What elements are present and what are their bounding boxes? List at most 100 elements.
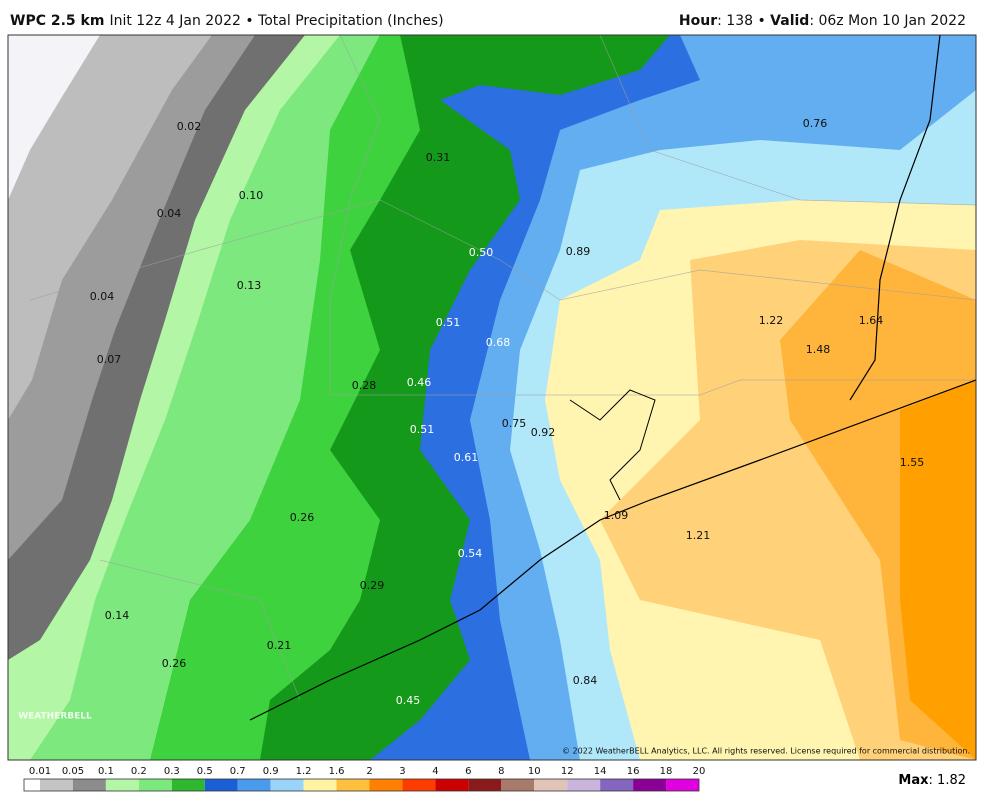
colorbar-tick-label: 0.3 (164, 766, 180, 777)
colorbar-swatch (270, 779, 304, 791)
map-value-label: 0.29 (360, 579, 385, 592)
colorbar-swatch (600, 779, 634, 791)
map-value-label: 0.45 (396, 694, 421, 707)
colorbar-swatch (138, 779, 172, 791)
colorbar-swatch (204, 779, 238, 791)
colorbar-tick-label: 0.7 (230, 766, 246, 777)
bay-outline (569, 389, 656, 501)
max-value: : 1.82 (929, 773, 966, 788)
map-value-label: 0.75 (502, 417, 527, 430)
colorbar-tick-label: 1.6 (329, 766, 345, 777)
colorbar-swatch (336, 779, 370, 791)
map-value-label: 1.09 (604, 509, 629, 522)
map: WEATHERBELL © 2022 WeatherBELL Analytics… (8, 35, 976, 760)
precip-none (8, 35, 100, 200)
colorbar-frame (23, 778, 700, 792)
colorbar-tick-label: 0.9 (263, 766, 279, 777)
colorbar-swatch (24, 779, 40, 791)
map-value-label: 0.89 (566, 245, 591, 258)
header-left: WPC 2.5 km Init 12z 4 Jan 2022 • Total Pr… (10, 13, 444, 29)
river-border (849, 35, 941, 401)
subtitle: Init 12z 4 Jan 2022 • Total Precipitatio… (109, 13, 443, 29)
boundary (329, 35, 976, 396)
colorbar: 0.01 0.05 0.1 0.2 0.3 0.5 0.7 0.9 1.2 1.6 2 3 4 6 8 10 1… (23, 766, 706, 792)
map-value-label: 1.55 (900, 456, 925, 469)
map-value-label: 1.21 (686, 529, 711, 542)
coastline (249, 379, 976, 721)
map-value-label: 0.13 (237, 279, 262, 292)
valid-label: Valid (770, 13, 809, 29)
map-value-label: 0.46 (407, 376, 432, 389)
colorbar-tick-label: 16 (627, 766, 640, 777)
map-value-label: 1.48 (806, 343, 831, 356)
precip-dark-orange (900, 380, 976, 760)
max: Max: 1.82 (898, 773, 966, 788)
map-value-label: 0.04 (157, 207, 182, 220)
title: WPC 2.5 km (10, 13, 104, 29)
colorbar-swatch (171, 779, 205, 791)
colorbar-tick-label: 0.2 (131, 766, 147, 777)
valid: : 06z Mon 10 Jan 2022 (809, 13, 966, 29)
map-value-label: 0.54 (458, 547, 483, 560)
map-value-label: 0.68 (486, 336, 511, 349)
colorbar-swatch (402, 779, 436, 791)
map-value-label: 0.14 (105, 609, 130, 622)
colorbar-tick-label: 3 (399, 766, 405, 777)
colorbar-tick-label: 18 (660, 766, 673, 777)
boundary (29, 199, 976, 301)
map-value-label: 0.10 (239, 189, 264, 202)
colorbar-swatch (435, 779, 469, 791)
colorbar-tick-label: 14 (594, 766, 607, 777)
colorbar-swatch (237, 779, 271, 791)
colorbar-tick-label: 1.2 (296, 766, 312, 777)
map-value-label: 0.51 (436, 316, 461, 329)
max-label: Max (898, 773, 929, 788)
map-value-label: 0.07 (97, 353, 122, 366)
copyright: © 2022 WeatherBELL Analytics, LLC. All r… (562, 747, 970, 756)
map-value-label: 0.26 (290, 511, 315, 524)
colorbar-tick-label: 12 (561, 766, 574, 777)
map-value-label: 0.76 (803, 117, 828, 130)
header-right: Hour: 138 • Valid: 06z Mon 10 Jan 2022 (679, 13, 966, 29)
logo: WEATHERBELL (18, 712, 92, 722)
map-labels: 0.02 0.31 0.10 0.04 0.50 0.89 0.76 0.13 0.04 0.51… (90, 117, 925, 707)
colorbar-swatch (369, 779, 403, 791)
map-value-label: 1.64 (859, 314, 884, 327)
colorbar-swatch (534, 779, 568, 791)
colorbar-tick-label: 4 (432, 766, 438, 777)
map-value-label: 0.84 (573, 674, 598, 687)
colorbar-tick-label: 2 (366, 766, 372, 777)
boundary (599, 35, 976, 206)
map-frame (7, 34, 977, 761)
colorbar-tick-label: 6 (465, 766, 471, 777)
colorbar-tick-label: 0.1 (98, 766, 114, 777)
colorbar-swatch (666, 779, 699, 791)
map-value-label: 1.22 (759, 314, 784, 327)
map-value-label: 0.31 (426, 151, 451, 164)
hour-label: Hour (679, 13, 717, 29)
map-value-label: 0.02 (177, 120, 202, 133)
precip-light-gray (8, 35, 212, 420)
colorbar-swatch (303, 779, 337, 791)
colorbar-swatch (468, 779, 502, 791)
map-value-label: 0.04 (90, 290, 115, 303)
map-value-label: 0.51 (410, 423, 435, 436)
map-value-label: 0.28 (352, 379, 377, 392)
colorbar-swatch (40, 779, 73, 791)
colorbar-swatch (105, 779, 139, 791)
hour: : 138 • (717, 13, 770, 29)
boundary (99, 559, 301, 701)
colorbar-swatch (72, 779, 106, 791)
colorbar-tick-label: 8 (498, 766, 504, 777)
map-value-label: 0.21 (267, 639, 292, 652)
colorbar-tick-label: 20 (693, 766, 706, 777)
colorbar-swatch (501, 779, 535, 791)
map-value-label: 0.26 (162, 657, 187, 670)
map-value-label: 0.50 (469, 246, 494, 259)
colorbar-tick-label: 0.05 (62, 766, 84, 777)
map-value-label: 0.61 (454, 451, 479, 464)
colorbar-swatch (567, 779, 601, 791)
map-value-label: 0.92 (531, 426, 556, 439)
colorbar-tick-label: 0.01 (29, 766, 51, 777)
